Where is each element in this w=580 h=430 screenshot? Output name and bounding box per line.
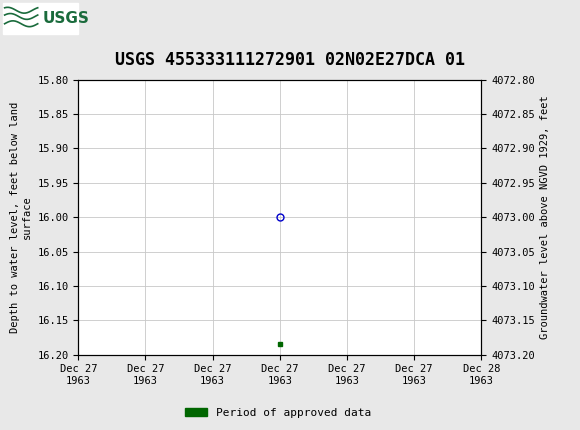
Y-axis label: Groundwater level above NGVD 1929, feet: Groundwater level above NGVD 1929, feet [541,95,550,339]
FancyBboxPatch shape [3,3,78,34]
Text: USGS: USGS [42,11,89,26]
Y-axis label: Depth to water level, feet below land
surface: Depth to water level, feet below land su… [10,101,32,333]
Legend: Period of approved data: Period of approved data [181,403,376,422]
Text: USGS 455333111272901 02N02E27DCA 01: USGS 455333111272901 02N02E27DCA 01 [115,51,465,69]
